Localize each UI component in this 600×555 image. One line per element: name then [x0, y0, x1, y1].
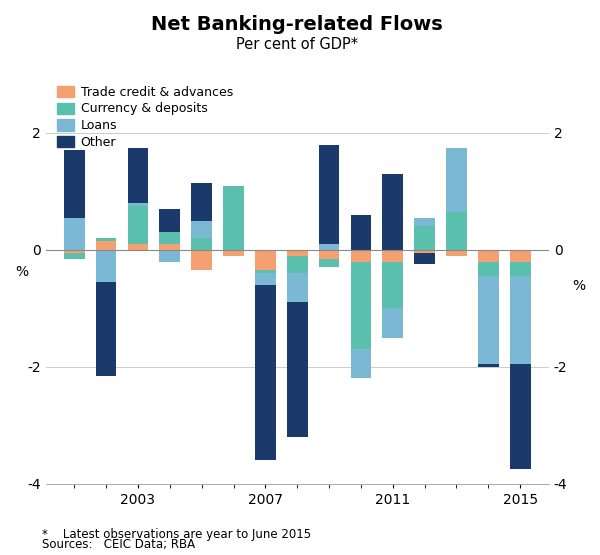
Bar — [96, 250, 116, 282]
Bar — [255, 250, 276, 270]
Bar — [255, 273, 276, 285]
Bar — [96, 241, 116, 250]
Bar — [160, 233, 180, 244]
Bar — [191, 250, 212, 270]
Bar — [510, 364, 530, 469]
Bar — [160, 244, 180, 250]
Text: *    Latest observations are year to June 2015: * Latest observations are year to June 2… — [42, 528, 311, 541]
Bar — [128, 148, 148, 203]
Title: Net Banking-related Flows: Net Banking-related Flows — [151, 15, 443, 34]
Y-axis label: %: % — [15, 265, 28, 279]
Bar — [478, 250, 499, 261]
Bar — [478, 276, 499, 364]
Text: Sources:   CEIC Data; RBA: Sources: CEIC Data; RBA — [42, 538, 195, 551]
Bar — [191, 183, 212, 220]
Bar — [319, 145, 340, 244]
Bar — [319, 259, 340, 268]
Legend: Trade credit & advances, Currency & deposits, Loans, Other: Trade credit & advances, Currency & depo… — [52, 80, 238, 154]
Bar — [64, 250, 85, 253]
Bar — [287, 273, 308, 302]
Bar — [255, 285, 276, 460]
Bar — [160, 209, 180, 233]
Bar — [382, 250, 403, 261]
Bar — [382, 174, 403, 250]
Y-axis label: %: % — [572, 279, 585, 293]
Bar — [382, 261, 403, 308]
Text: Per cent of GDP*: Per cent of GDP* — [236, 37, 358, 52]
Bar — [350, 215, 371, 250]
Bar — [446, 250, 467, 256]
Bar — [64, 253, 85, 259]
Bar — [160, 250, 180, 261]
Bar — [414, 218, 435, 226]
Bar — [64, 150, 85, 218]
Bar — [128, 244, 148, 250]
Bar — [414, 250, 435, 253]
Bar — [478, 261, 499, 276]
Bar — [287, 250, 308, 256]
Bar — [446, 148, 467, 212]
Bar — [191, 238, 212, 250]
Bar — [510, 250, 530, 261]
Bar — [319, 244, 340, 250]
Bar — [191, 220, 212, 238]
Bar — [510, 276, 530, 364]
Bar — [255, 270, 276, 273]
Bar — [287, 302, 308, 437]
Bar — [64, 218, 85, 250]
Bar — [223, 250, 244, 256]
Bar — [96, 238, 116, 241]
Bar — [350, 261, 371, 349]
Bar — [510, 261, 530, 276]
Bar — [382, 308, 403, 337]
Bar — [446, 212, 467, 250]
Bar — [350, 349, 371, 379]
Bar — [414, 226, 435, 250]
Bar — [128, 206, 148, 244]
Bar — [350, 250, 371, 261]
Bar — [96, 282, 116, 376]
Bar — [478, 364, 499, 367]
Bar — [223, 185, 244, 250]
Bar — [414, 253, 435, 264]
Bar — [319, 250, 340, 259]
Bar — [128, 203, 148, 206]
Bar — [287, 256, 308, 273]
